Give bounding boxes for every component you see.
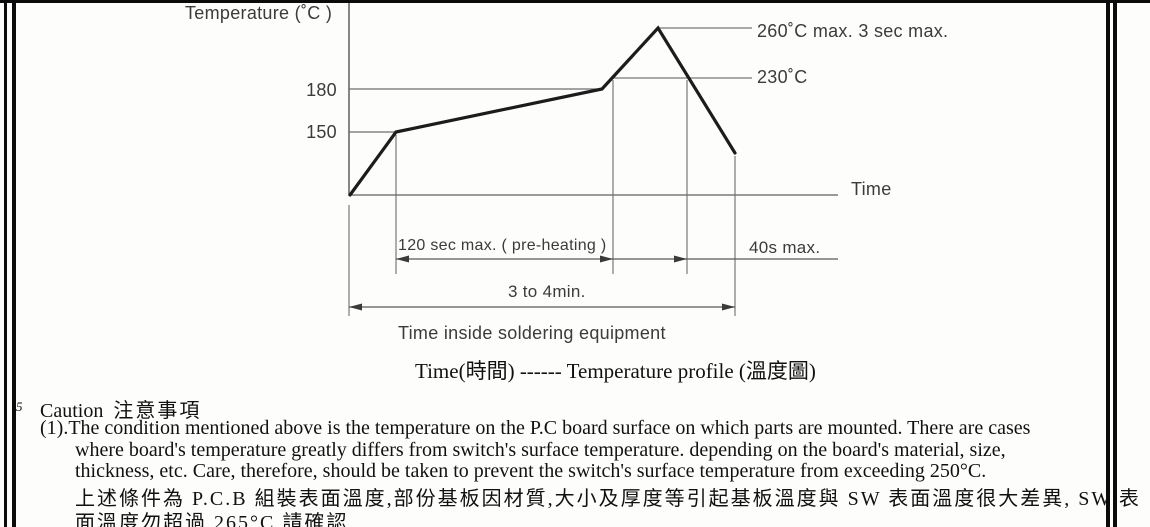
preheat-duration-label: 120 sec max. ( pre-heating ) (398, 237, 607, 254)
caution-line-3: thickness, etc. Care, therefore, should … (75, 460, 987, 482)
above-reflow-duration-label: 40s max. (749, 238, 821, 257)
temperature-axis-label: Temperature (˚C ) (185, 3, 333, 23)
page-border-right-inner (1106, 0, 1110, 527)
profile-curve (348, 25, 737, 197)
caution-section-number: 5 (16, 399, 23, 414)
page-border-right-outer (1113, 0, 1117, 527)
y-tick-150: 150 (306, 122, 337, 142)
caution-line-5: 面溫度勿超過 265°C 請確認 (75, 512, 349, 527)
caution-heading: Caution 注意事項 (40, 394, 201, 423)
arrowhead-preheat-right (600, 255, 613, 263)
arrowhead-total-left (349, 303, 362, 311)
page-border-top (0, 0, 1150, 3)
diagram-caption: Time(時間) ------ Temperature profile (溫度圖… (415, 359, 816, 383)
reflow-temp-label: 230˚C (757, 67, 808, 87)
caution-line-4: 上述條件為 P.C.B 組裝表面溫度,部份基板因材質,大小及厚度等引起基板溫度與… (75, 488, 1141, 510)
total-duration-label: 3 to 4min. (508, 282, 586, 301)
y-tick-180: 180 (306, 80, 337, 100)
page-border-left-inner (12, 0, 16, 527)
page-border-left-outer (4, 0, 7, 527)
arrowhead-reflow-right (674, 255, 687, 263)
arrowhead-preheat-left (396, 255, 409, 263)
caution-heading-zh: 注意事項 (113, 400, 202, 422)
caution-line-2: where board's temperature greatly differ… (75, 439, 1006, 461)
temperature-profile-diagram (348, 3, 838, 316)
equipment-time-label: Time inside soldering equipment (398, 323, 666, 343)
caution-heading-en: Caution (40, 400, 104, 422)
time-axis-label: Time (851, 179, 892, 199)
peak-temp-label: 260˚C max. 3 sec max. (757, 21, 949, 41)
arrowhead-total-right (722, 303, 735, 311)
caution-line-1: (1).The condition mentioned above is the… (40, 417, 1031, 439)
